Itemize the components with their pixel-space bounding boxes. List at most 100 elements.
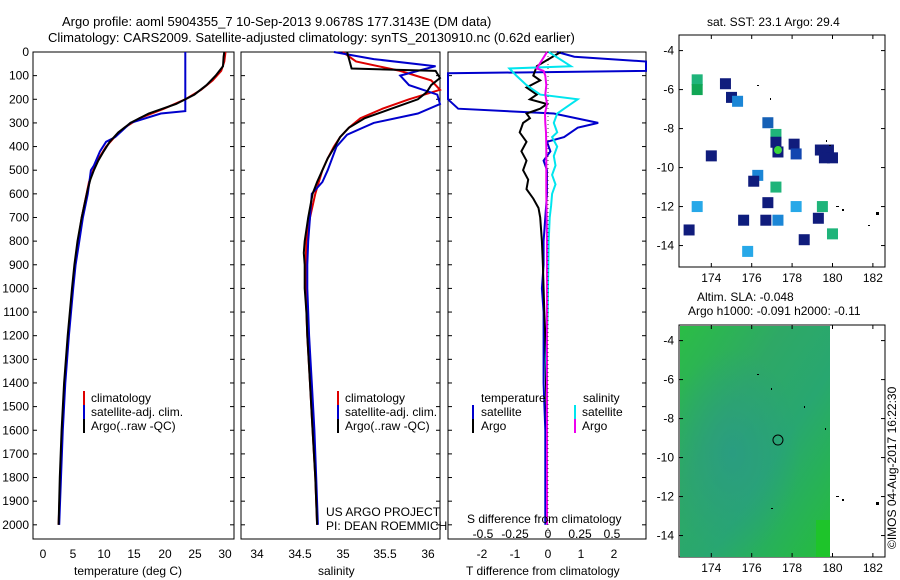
sla-map-axes: -4 -6 -8 -10 -12 -14 174 176 178 180 182	[657, 325, 885, 575]
coast-dot	[770, 98, 771, 100]
map-y-tick-label: -14	[657, 239, 675, 253]
sal-tick-34: 34	[250, 547, 264, 561]
tdiff-tick-0: 0	[545, 547, 552, 561]
sst-observation	[719, 78, 731, 90]
map-x-tick-label: 174	[701, 271, 721, 285]
coast-dot	[757, 85, 759, 86]
temperature-climatology-line	[57, 51, 227, 525]
sst-observation	[726, 91, 738, 103]
map-x-tick-label: 182	[863, 271, 883, 285]
sdiff-tick-05: 0.5	[604, 527, 621, 541]
depth-tick-label: 1500	[2, 400, 29, 414]
depth-tick-label: 300	[9, 116, 29, 130]
map-x-tick-label: 174	[701, 561, 721, 575]
tdiff-tick-2: 2	[611, 547, 618, 561]
coast-dot	[876, 212, 879, 215]
difference-lines	[447, 51, 647, 525]
depth-tick-label: 2000	[2, 518, 29, 532]
coast-dot	[842, 209, 844, 211]
depth-tick-label: 500	[9, 163, 29, 177]
difference-temperature-argo-line	[518, 51, 562, 525]
temp-tick-30: 30	[218, 547, 232, 561]
map-y-tick-label: -4	[663, 334, 674, 348]
depth-tick-label: 200	[9, 92, 29, 106]
map-y-tick-label: -12	[657, 200, 675, 214]
temperature-lines	[57, 51, 227, 525]
sst-observation	[790, 201, 802, 213]
difference-bottom-ticks: -2 -1 0 1 2	[477, 547, 618, 561]
depth-tick-label: 700	[9, 210, 29, 224]
depth-tick-label: 1400	[2, 376, 29, 390]
temperature-satellite-adj-clim-line	[58, 52, 187, 525]
temp-tick-15: 15	[127, 547, 141, 561]
legend-label-s-argo: Argo	[582, 419, 608, 433]
depth-tick-label: 600	[9, 187, 29, 201]
map-x-tick-label: 180	[822, 561, 842, 575]
coast-dot	[771, 388, 772, 390]
depth-tick-label: 100	[9, 69, 29, 83]
credit-pi: PI: DEAN ROEMMICH	[326, 519, 447, 533]
sst-observation	[691, 74, 703, 86]
temp-tick-20: 20	[158, 547, 172, 561]
map-x-tick-label: 178	[782, 271, 802, 285]
sst-observation	[752, 169, 764, 181]
depth-tick-label: 0	[22, 45, 29, 59]
sst-observation	[691, 84, 703, 96]
temp-tick-10: 10	[97, 547, 111, 561]
sst-observation	[798, 234, 810, 246]
sla-map-title2: Argo h1000: -0.091 h2000: -0.11	[688, 304, 861, 318]
difference-xlabel: T difference from climatology	[466, 564, 620, 578]
argo-location-dot	[773, 146, 782, 155]
header-line2: Climatology: CARS2009. Satellite-adjuste…	[48, 30, 575, 45]
temperature-argo-raw-qc-line	[57, 51, 226, 525]
sst-observation	[818, 152, 830, 164]
legend-label-satellite: satellite-adj. clim.	[91, 405, 183, 419]
map-y-tick-label: -8	[663, 412, 674, 426]
legend-label-s-satellite: satellite	[582, 405, 623, 419]
depth-tick-label: 1700	[2, 447, 29, 461]
sla-coast-dots	[757, 374, 879, 509]
temp-tick-0: 0	[40, 547, 47, 561]
salinity-x-ticks: 34 34.5 35 35.5 36	[250, 547, 435, 561]
temperature-x-ticks: 0 5 10 15 20 25 30	[40, 547, 232, 561]
difference-temperature-satellite-line	[447, 51, 647, 525]
map-x-tick-label: 176	[742, 561, 762, 575]
sal-tick-35-5: 35.5	[373, 547, 397, 561]
sla-heatmap-shade	[680, 326, 830, 557]
legend-label-climatology: climatology	[345, 391, 405, 405]
depth-tick-label: 1100	[3, 305, 29, 319]
sdiff-tick-025: 0.25	[568, 527, 592, 541]
sst-observation	[822, 144, 834, 156]
legend-label-argo: Argo(..raw -QC)	[91, 419, 176, 433]
depth-tick-label: 400	[9, 140, 29, 154]
coast-dot	[836, 206, 839, 207]
legend-label-t-satellite: satellite	[481, 405, 522, 419]
coast-dot	[804, 406, 805, 408]
coast-dot	[876, 502, 879, 505]
sst-observation	[683, 224, 695, 236]
salinity-argo-raw-qc-line	[302, 51, 442, 525]
coast-dot	[825, 428, 826, 430]
map-y-tick-label: -12	[657, 490, 675, 504]
sst-observation	[816, 201, 828, 213]
temp-tick-25: 25	[188, 547, 202, 561]
sst-observation	[762, 197, 774, 209]
sst-observation	[732, 95, 744, 107]
sst-observation	[790, 148, 802, 160]
sst-observation	[812, 212, 824, 224]
sst-observation	[748, 175, 760, 187]
sst-observation	[770, 181, 782, 193]
legend-label-argo: Argo(..raw -QC)	[345, 419, 430, 433]
sst-observation	[772, 214, 784, 226]
legend-label-climatology: climatology	[91, 391, 151, 405]
sst-observation	[826, 152, 838, 164]
legend-title-temperature: temperature	[481, 391, 546, 405]
sst-observation	[770, 136, 782, 148]
temperature-panel-frame	[32, 51, 235, 540]
sst-map-points	[683, 74, 838, 257]
temperature-xlabel: temperature (deg C)	[74, 564, 182, 578]
depth-tick-label: 1000	[2, 281, 29, 295]
sal-tick-34-5: 34.5	[288, 547, 312, 561]
temperature-legend: climatology satellite-adj. clim. Argo(..…	[83, 391, 183, 433]
